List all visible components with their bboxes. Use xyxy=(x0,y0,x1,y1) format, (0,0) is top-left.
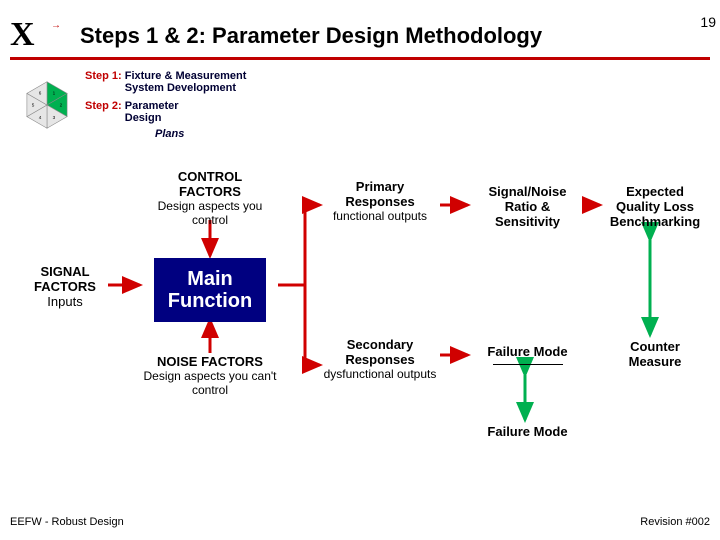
primary-sub: functional outputs xyxy=(320,210,440,224)
main-function-content: Main Function xyxy=(154,258,266,322)
fm1-underline xyxy=(493,364,563,365)
svg-text:6: 6 xyxy=(39,91,42,96)
step-1-desc: Fixture & Measurement System Development xyxy=(125,70,247,94)
snr-l3: Sensitivity xyxy=(470,215,585,230)
step-2-row: Step 2: Parameter Design xyxy=(85,100,246,124)
diagram-area: SIGNAL FACTORS Inputs Main Function CONT… xyxy=(0,170,720,500)
secondary-sub: dysfunctional outputs xyxy=(320,368,440,382)
page-number: 19 xyxy=(700,14,716,30)
snr-l2: Ratio & xyxy=(470,200,585,215)
secondary-l1: Secondary xyxy=(320,338,440,353)
failure-mode-2-box: Failure Mode xyxy=(470,425,585,440)
control-l1: CONTROL xyxy=(140,170,280,185)
logo-letter: X xyxy=(10,16,35,53)
snr-l1: Signal/Noise xyxy=(470,185,585,200)
snr-box: Signal/Noise Ratio & Sensitivity xyxy=(470,185,585,230)
control-l2: FACTORS xyxy=(140,185,280,200)
signal-l1: SIGNAL xyxy=(20,265,110,280)
primary-responses-box: Primary Responses functional outputs xyxy=(320,180,440,224)
primary-l2: Responses xyxy=(320,195,440,210)
plans-label: Plans xyxy=(155,128,246,140)
step-2-label: Step 2: xyxy=(85,100,122,112)
hexagon-step-indicator: 1 2 3 4 5 6 xyxy=(18,80,76,130)
control-factors-box: CONTROL FACTORS Design aspects you contr… xyxy=(140,170,280,227)
secondary-responses-box: Secondary Responses dysfunctional output… xyxy=(320,338,440,382)
secondary-l2: Responses xyxy=(320,353,440,368)
eql-l2: Quality Loss xyxy=(600,200,710,215)
cm-l1: Counter xyxy=(605,340,705,355)
fm1-text: Failure Mode xyxy=(470,345,585,360)
footer-left: EEFW - Robust Design xyxy=(10,516,124,528)
logo: X → xyxy=(10,16,60,56)
signal-l2: FACTORS xyxy=(20,280,110,295)
noise-sub: Design aspects you can't control xyxy=(130,370,290,398)
steps-block: Step 1: Fixture & Measurement System Dev… xyxy=(85,70,246,140)
eql-box: Expected Quality Loss Benchmarking xyxy=(600,185,710,230)
svg-text:2: 2 xyxy=(60,103,63,108)
step-2-desc: Parameter Design xyxy=(125,100,179,124)
control-sub: Design aspects you control xyxy=(140,200,280,228)
svg-text:4: 4 xyxy=(39,115,42,120)
page-title: Steps 1 & 2: Parameter Design Methodolog… xyxy=(80,23,542,49)
step-1-label: Step 1: xyxy=(85,70,122,82)
eql-l1: Expected xyxy=(600,185,710,200)
fm2-text: Failure Mode xyxy=(470,425,585,440)
svg-text:1: 1 xyxy=(53,91,56,96)
noise-factors-box: NOISE FACTORS Design aspects you can't c… xyxy=(130,355,290,398)
noise-l1: NOISE FACTORS xyxy=(130,355,290,370)
cm-l2: Measure xyxy=(605,355,705,370)
failure-mode-1-box: Failure Mode xyxy=(470,345,585,365)
main-fn-l2: Function xyxy=(168,290,252,312)
hexagon-svg: 1 2 3 4 5 6 xyxy=(18,80,76,130)
counter-measure-box: Counter Measure xyxy=(605,340,705,370)
svg-text:5: 5 xyxy=(32,103,35,108)
step-1-row: Step 1: Fixture & Measurement System Dev… xyxy=(85,70,246,94)
primary-l1: Primary xyxy=(320,180,440,195)
signal-l3: Inputs xyxy=(20,295,110,310)
logo-arrow-icon: → xyxy=(51,20,61,31)
footer-right: Revision #002 xyxy=(640,516,710,528)
header: X → Steps 1 & 2: Parameter Design Method… xyxy=(10,14,710,60)
signal-factors-box: SIGNAL FACTORS Inputs xyxy=(20,265,110,310)
main-fn-l1: Main xyxy=(187,268,233,290)
svg-text:3: 3 xyxy=(53,115,56,120)
eql-l3: Benchmarking xyxy=(600,215,710,230)
main-function-box: Main Function xyxy=(140,258,280,322)
